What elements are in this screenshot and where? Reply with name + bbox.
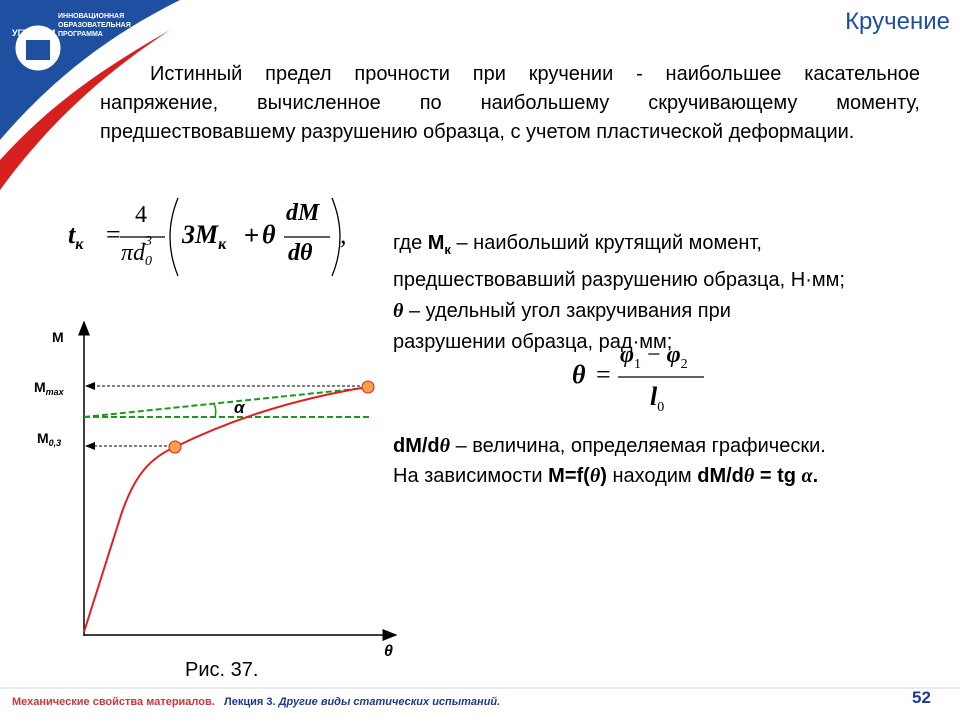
- formula-text: dM: [286, 200, 320, 226]
- title: Кручение: [845, 8, 950, 35]
- tangent-line: [83, 387, 366, 418]
- text: предшествовавший разрушению образца, Н·м…: [393, 269, 845, 291]
- formula-text: πd 3 0: [121, 234, 152, 269]
- paren: [169, 197, 179, 277]
- text: φ: [666, 342, 681, 368]
- text: = tg: [754, 465, 802, 487]
- logo-building: [26, 40, 50, 60]
- caption: Рис. 37.: [185, 659, 258, 681]
- text: M: [427, 232, 445, 254]
- logo-text: ИННОВАЦИОННАЯ: [58, 13, 124, 20]
- text: к: [218, 236, 227, 254]
- formula-text: θ: [262, 220, 276, 249]
- text: 2: [680, 356, 688, 372]
- text: – наибольший крутящий момент,: [450, 232, 762, 254]
- logo-text: ПРОГРАММА: [58, 31, 103, 38]
- text: 1: [634, 356, 642, 372]
- text: θ: [743, 465, 755, 487]
- text: к: [444, 242, 451, 257]
- text: .: [812, 465, 819, 487]
- text: dM/d: [393, 435, 440, 457]
- x-axis-label: θ: [384, 643, 393, 660]
- text: На зависимости: [393, 465, 549, 487]
- text: φ: [620, 342, 635, 368]
- text: – удельный угол закручивания при: [403, 300, 731, 322]
- curve: [83, 386, 368, 633]
- formula-text: φ1 − φ2: [620, 342, 688, 373]
- text: dM/d: [697, 465, 744, 487]
- formula-text: =: [106, 220, 121, 249]
- formula-text: ,: [340, 220, 347, 249]
- text: разрушении образца, рад·мм;: [393, 331, 673, 353]
- text: 3M: [182, 220, 219, 249]
- text: 3: [145, 234, 153, 249]
- text: α: [801, 465, 813, 487]
- point: [168, 440, 182, 454]
- text: M: [37, 430, 49, 446]
- formula-text: 3Mк: [182, 220, 226, 254]
- text: 0: [145, 254, 153, 269]
- text: −: [647, 342, 661, 368]
- formula-text: =: [596, 360, 611, 389]
- text: t: [68, 220, 76, 249]
- formula-text: +: [244, 220, 260, 250]
- formula-text: dθ: [288, 240, 313, 266]
- logo-text: ОБРАЗОВАТЕЛЬНАЯ: [58, 22, 131, 29]
- text: 0,3: [49, 438, 62, 448]
- text: ): [600, 465, 607, 487]
- formula-text: tк: [68, 220, 83, 254]
- graphical-note: dM/dθ – величина, определяемая графическ…: [393, 431, 826, 491]
- page-number: 52: [912, 688, 931, 707]
- text: M: [34, 379, 46, 395]
- formula-text: θ: [572, 360, 586, 389]
- m-max-label: Mmax: [34, 379, 65, 397]
- logo-university: УГТУ-УПИ: [12, 28, 55, 38]
- definitions: где Mк – наибольший крутящий момент, пре…: [393, 228, 845, 358]
- text: к: [75, 236, 84, 254]
- text: где: [393, 232, 428, 254]
- text: πd: [121, 240, 146, 266]
- paragraph: Истинный предел прочности при кручении -…: [100, 63, 920, 143]
- text: Лекция 3.: [223, 696, 276, 708]
- formula-text: 4: [135, 202, 147, 228]
- text: θ: [589, 465, 601, 487]
- angle-label: α: [234, 398, 246, 417]
- text: θ: [393, 300, 404, 322]
- footer: Механические свойства материалов. Лекция…: [12, 696, 500, 708]
- text: Механические свойства материалов.: [12, 696, 215, 708]
- formula-text: l0: [650, 382, 664, 416]
- text: – величина, определяемая графически.: [450, 435, 826, 457]
- text: θ: [439, 435, 451, 457]
- text: Другие виды статических испытаний.: [278, 696, 501, 708]
- text: l: [650, 382, 658, 411]
- y-axis-label: M: [52, 329, 64, 345]
- text: 0: [657, 400, 665, 416]
- text: находим: [606, 465, 698, 487]
- text: max: [46, 387, 65, 397]
- point: [361, 380, 375, 394]
- m-03-label: M0,3: [37, 430, 61, 448]
- text: M=f(: [548, 465, 590, 487]
- angle-arc: [213, 403, 217, 418]
- paren: [331, 197, 341, 277]
